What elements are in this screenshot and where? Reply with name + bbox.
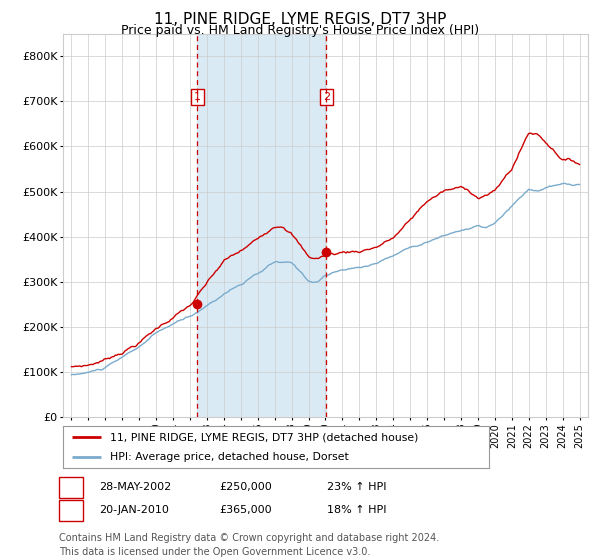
Text: 11, PINE RIDGE, LYME REGIS, DT7 3HP: 11, PINE RIDGE, LYME REGIS, DT7 3HP	[154, 12, 446, 27]
Bar	[197, 34, 326, 417]
Text: Contains HM Land Registry data © Crown copyright and database right 2024.
This d: Contains HM Land Registry data © Crown c…	[59, 533, 439, 557]
Text: 11, PINE RIDGE, LYME REGIS, DT7 3HP (detached house): 11, PINE RIDGE, LYME REGIS, DT7 3HP (det…	[110, 432, 418, 442]
Text: 1: 1	[194, 92, 200, 102]
Text: 23% ↑ HPI: 23% ↑ HPI	[327, 482, 386, 492]
Text: 2: 2	[67, 505, 74, 515]
Text: £250,000: £250,000	[219, 482, 272, 492]
Text: £365,000: £365,000	[219, 505, 272, 515]
Text: 2: 2	[323, 92, 330, 102]
Text: 1: 1	[67, 482, 74, 492]
Text: Price paid vs. HM Land Registry's House Price Index (HPI): Price paid vs. HM Land Registry's House …	[121, 24, 479, 36]
Text: 18% ↑ HPI: 18% ↑ HPI	[327, 505, 386, 515]
Text: 20-JAN-2010: 20-JAN-2010	[99, 505, 169, 515]
Text: HPI: Average price, detached house, Dorset: HPI: Average price, detached house, Dors…	[110, 452, 349, 462]
Text: 28-MAY-2002: 28-MAY-2002	[99, 482, 171, 492]
